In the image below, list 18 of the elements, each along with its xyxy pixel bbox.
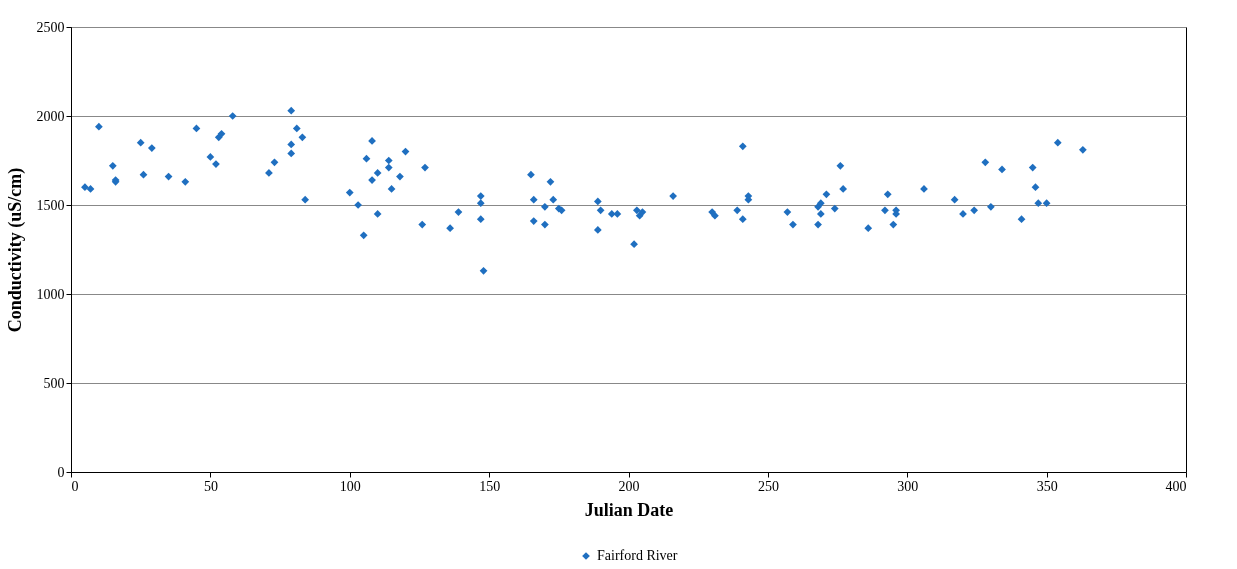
y-tick-label: 2500 (36, 19, 65, 35)
y-axis-title: Conductivity (uS/cm) (4, 167, 26, 333)
y-tick-label: 500 (43, 375, 65, 391)
x-axis-title: Julian Date (584, 499, 674, 520)
x-tick-label: 200 (618, 478, 640, 494)
y-tick-label: 1500 (36, 197, 65, 213)
y-tick-label: 2000 (36, 108, 65, 124)
x-tick-label: 250 (757, 478, 779, 494)
y-tick-label: 0 (57, 464, 65, 480)
y-tick-label: 1000 (36, 286, 65, 302)
legend-label: Fairford River (597, 548, 678, 563)
x-tick-label: 400 (1165, 478, 1187, 494)
x-tick-label: 100 (339, 478, 361, 494)
x-tick-label: 50 (203, 478, 218, 494)
x-tick-label: 0 (71, 478, 79, 494)
x-tick-label: 150 (479, 478, 501, 494)
x-tick-label: 300 (897, 478, 919, 494)
x-tick-label: 350 (1036, 478, 1058, 494)
